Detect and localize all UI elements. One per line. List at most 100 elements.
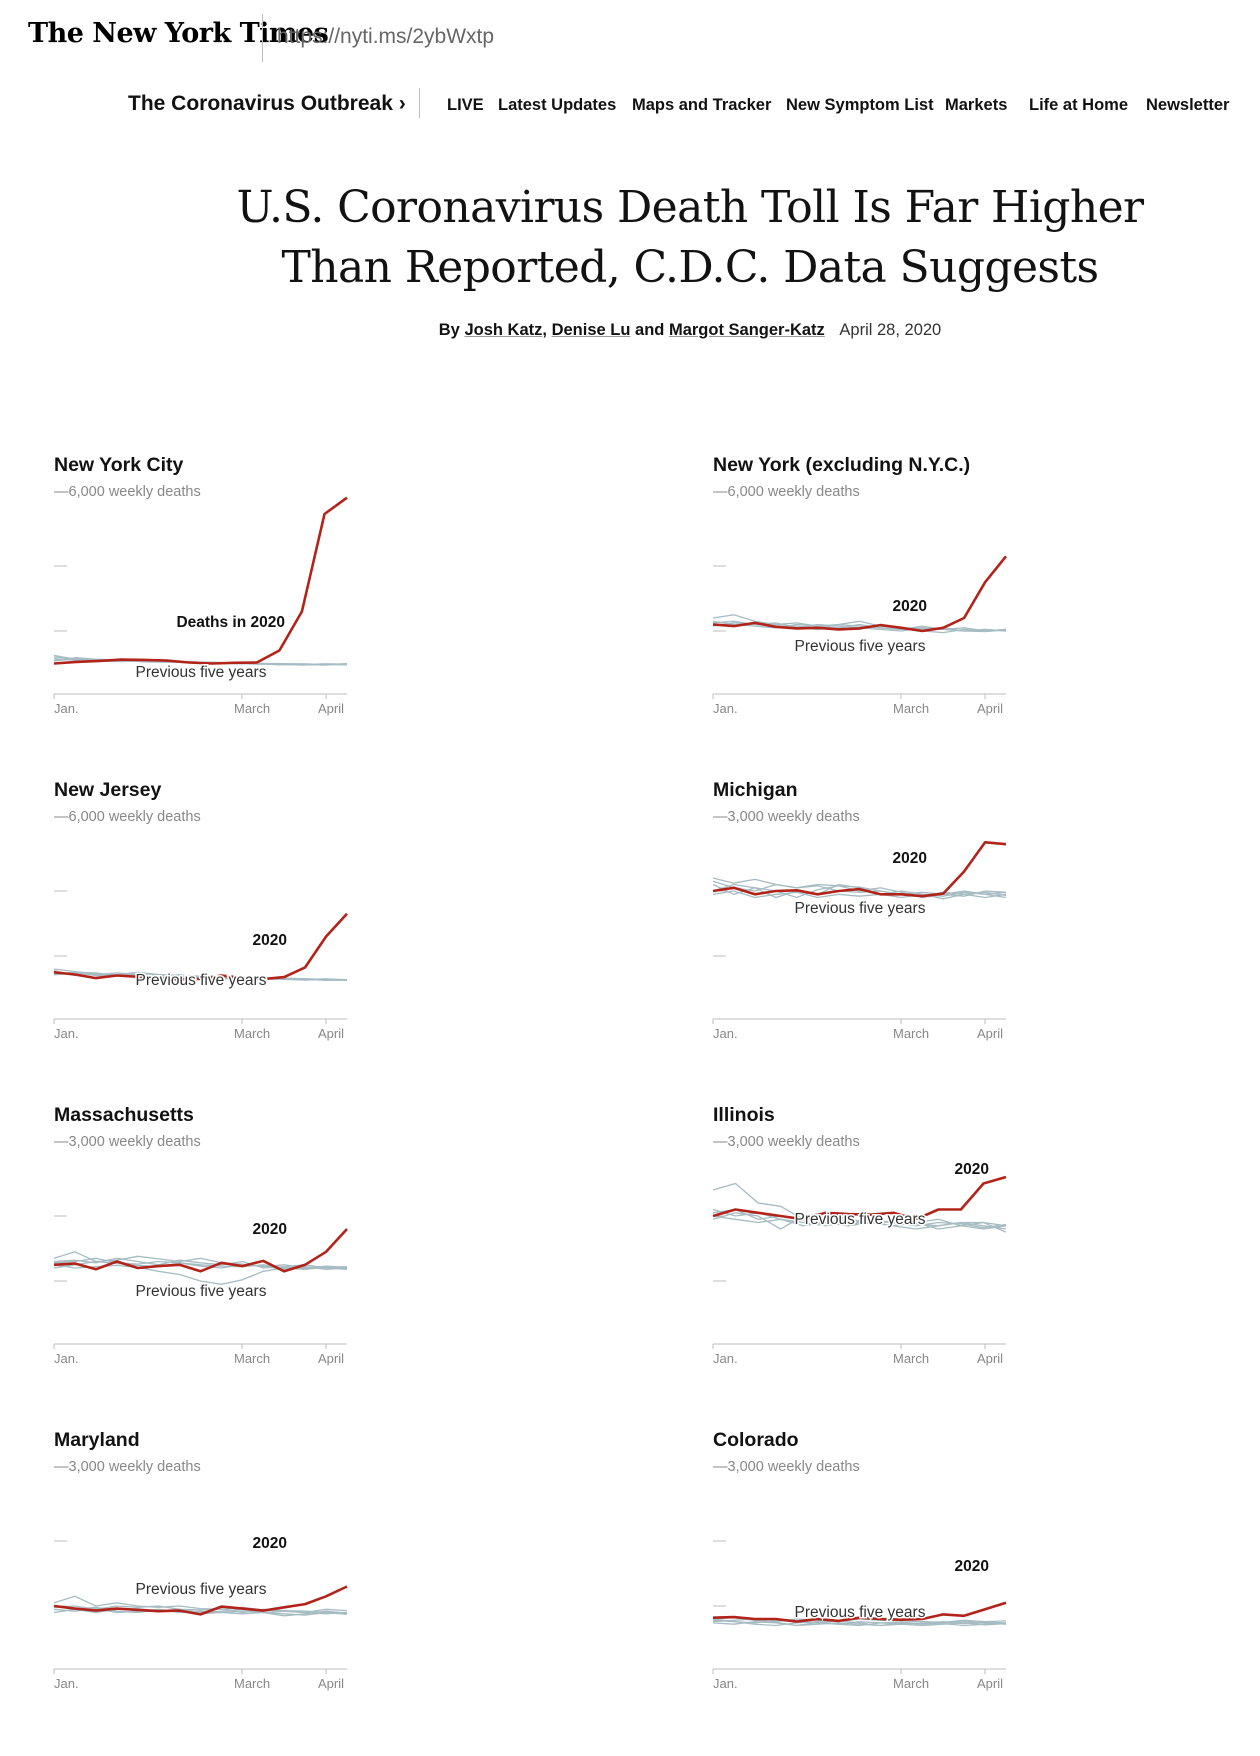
x-tick-label: Jan.	[54, 1676, 79, 1691]
plot-area	[53, 912, 348, 982]
previous-year-line	[712, 890, 1007, 900]
chart-title: New Jersey	[54, 779, 161, 801]
chart-panel: Colorado —3,000 weekly deaths 2020 Previous…	[712, 1429, 1007, 1691]
chart-title: Maryland	[54, 1429, 140, 1451]
nav-item-markets[interactable]: Markets	[945, 96, 1008, 114]
y-axis-label: —3,000 weekly deaths	[54, 1134, 201, 1150]
previous-years-label: Previous five years	[795, 1604, 926, 1621]
y-axis-label: —6,000 weekly deaths	[713, 484, 860, 500]
series-2020-label: 2020	[955, 1161, 989, 1178]
previous-year-line	[712, 1208, 1007, 1230]
series-2020-line	[712, 555, 1008, 633]
y-axis-label: —6,000 weekly deaths	[54, 809, 201, 825]
nav-item-new-symptom-list[interactable]: New Symptom List	[786, 96, 934, 114]
x-tick-label: April	[977, 1026, 1003, 1041]
chart-panel: Illinois —3,000 weekly deaths 2020 Previous…	[712, 1104, 1007, 1366]
previous-year-line	[712, 1618, 1007, 1627]
chart-title: Colorado	[713, 1429, 799, 1451]
chart-panel: Maryland —3,000 weekly deaths 2020 Previous…	[53, 1429, 348, 1691]
previous-year-line	[712, 883, 1007, 899]
series-2020-label: 2020	[253, 1535, 287, 1552]
previous-year-line	[53, 1257, 348, 1270]
x-tick-label: Jan.	[54, 1026, 79, 1041]
previous-years-label: Previous five years	[136, 664, 267, 681]
author-link[interactable]: Margot Sanger-Katz	[668, 321, 825, 339]
series-2020-label: 2020	[893, 598, 927, 615]
x-tick-label: March	[893, 1351, 929, 1366]
y-axis-label: —3,000 weekly deaths	[713, 809, 860, 825]
byline-separator: ,	[542, 321, 547, 339]
plot-area	[53, 496, 348, 666]
byline: By Josh Katz, Denise Lu and Margot Sange…	[140, 321, 1240, 340]
x-tick-label: April	[318, 701, 344, 716]
headline-line-1: U.S. Coronavirus Death Toll Is Far Highe…	[236, 182, 1145, 233]
previous-years-label: Previous five years	[795, 900, 926, 917]
series-2020-line	[712, 1175, 1007, 1221]
previous-years-label: Previous five years	[136, 972, 267, 989]
x-tick-label: Jan.	[54, 1351, 79, 1366]
series-2020-line	[712, 840, 1007, 898]
section-nav: The Coronavirus Outbreak › LIVE Latest U…	[0, 88, 1260, 128]
previous-year-line	[53, 1260, 348, 1270]
x-tick-label: April	[977, 701, 1003, 716]
y-axis-label: —3,000 weekly deaths	[713, 1459, 860, 1475]
previous-years-label: Previous five years	[795, 1211, 926, 1228]
plot-area	[53, 1228, 348, 1285]
x-tick-label: Jan.	[713, 1676, 738, 1691]
x-tick-label: Jan.	[713, 1026, 738, 1041]
short-url[interactable]: https://nyti.ms/2ybWxtp	[277, 25, 495, 48]
masthead: The New York Times https://nyti.ms/2ybWx…	[0, 0, 1260, 80]
chart-title: Michigan	[713, 779, 798, 801]
plot-area	[712, 555, 1008, 634]
plot-area	[712, 1601, 1007, 1627]
nav-item-latest-updates[interactable]: Latest Updates	[498, 96, 617, 114]
nav-item-newsletter[interactable]: Newsletter	[1146, 96, 1230, 114]
series-2020-label: Deaths in 2020	[176, 614, 285, 631]
y-axis-label: —6,000 weekly deaths	[54, 484, 201, 500]
chart-title: Massachusetts	[54, 1104, 194, 1126]
author-link[interactable]: Denise Lu	[551, 321, 631, 339]
nav-divider	[419, 88, 420, 118]
previous-year-line	[712, 1620, 1007, 1627]
series-2020-label: 2020	[253, 1221, 287, 1238]
y-axis-label: —3,000 weekly deaths	[713, 1134, 860, 1150]
x-tick-label: March	[234, 1676, 270, 1691]
plot-area	[712, 840, 1007, 900]
byline-separator: and	[635, 321, 665, 339]
y-axis-label: —3,000 weekly deaths	[54, 1459, 201, 1475]
nyt-logo[interactable]: The New York Times	[28, 18, 329, 49]
series-2020-line	[53, 496, 348, 665]
author-link[interactable]: Josh Katz	[464, 321, 543, 339]
series-2020-line	[53, 912, 348, 981]
publish-date: April 28, 2020	[839, 321, 942, 339]
plot-area	[53, 1585, 348, 1617]
x-tick-label: April	[318, 1026, 344, 1041]
nav-item-life-at-home[interactable]: Life at Home	[1029, 96, 1129, 114]
x-tick-label: March	[893, 701, 929, 716]
chart-title: New York (excluding N.Y.C.)	[713, 454, 970, 476]
series-2020-label: 2020	[955, 1558, 989, 1575]
byline-prefix: By	[438, 321, 460, 339]
x-tick-label: Jan.	[713, 701, 738, 716]
x-tick-label: April	[318, 1351, 344, 1366]
article-headline: U.S. Coronavirus Death Toll Is Far Highe…	[140, 178, 1240, 298]
chart-panel: New York City —6,000 weekly deaths Deaths …	[53, 454, 348, 716]
chart-panel: Massachusetts —3,000 weekly deaths 2020 Pre…	[53, 1104, 348, 1366]
x-tick-label: April	[977, 1676, 1003, 1691]
nav-item-maps-tracker[interactable]: Maps and Tracker	[632, 96, 772, 114]
nav-live-badge[interactable]: LIVE	[447, 96, 484, 114]
series-2020-label: 2020	[253, 932, 287, 949]
headline-line-2: Than Reported, C.D.C. Data Suggests	[281, 242, 1100, 293]
previous-years-label: Previous five years	[136, 1283, 267, 1300]
x-tick-label: March	[893, 1026, 929, 1041]
nav-section-coronavirus[interactable]: The Coronavirus Outbreak ›	[128, 92, 406, 115]
previous-years-label: Previous five years	[136, 1581, 267, 1598]
x-tick-label: Jan.	[54, 701, 79, 716]
x-tick-label: Jan.	[713, 1351, 738, 1366]
plot-area	[712, 1175, 1007, 1233]
series-2020-line	[712, 1601, 1007, 1623]
series-2020-line	[53, 1585, 348, 1616]
chart-title: New York City	[54, 454, 183, 476]
chart-title: Illinois	[713, 1104, 775, 1126]
